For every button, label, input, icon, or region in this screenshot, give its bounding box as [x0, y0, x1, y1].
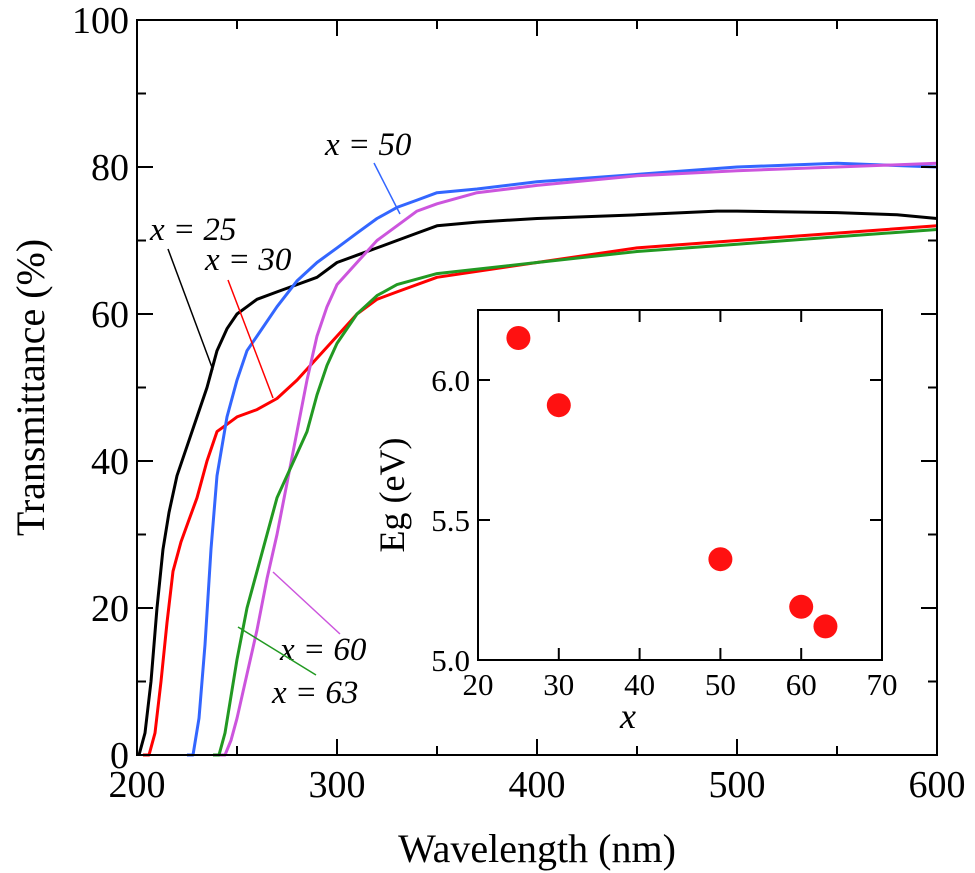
annotation-leader-line — [237, 626, 317, 676]
series-annotation-label: x = 25 — [149, 212, 236, 248]
series-annotations: x = 25x = 30 x = 50 x = 60 x = 63 — [149, 127, 412, 711]
inset-y-tick-label: 5.5 — [431, 503, 470, 538]
series-line-4 — [213, 228, 938, 757]
y-tick-label: 0 — [110, 735, 129, 777]
main-y-tick-labels: 0 20 40 60 80 100 — [72, 0, 129, 777]
series-annotation-label: x = 63 — [271, 675, 358, 711]
series-annotation-label: x = 30 — [204, 242, 292, 278]
inset-data-point — [546, 393, 571, 418]
y-tick-label: 60 — [91, 294, 129, 336]
inset-background — [478, 310, 882, 660]
annotation-leader-line — [373, 162, 401, 215]
series-annotation-label: x = 60 — [279, 632, 367, 668]
x-tick-label: 500 — [709, 764, 766, 806]
inset-y-tick-label: 5.0 — [431, 643, 470, 678]
inset-y-tick-label: 6.0 — [431, 363, 470, 398]
y-tick-label: 100 — [72, 0, 129, 42]
x-tick-label: 400 — [509, 764, 566, 806]
annotation-leader-line — [167, 248, 214, 371]
series-line-2 — [187, 161, 938, 757]
main-chart: 200 300 400 500 600 0 20 40 60 80 100 Wavelength … — [8, 0, 966, 871]
inset-ticks — [477, 310, 883, 661]
inset-x-tick-label: 50 — [705, 667, 736, 702]
series-annotation-label: x = 50 — [324, 127, 412, 163]
inset-x-tick-label: 40 — [624, 667, 655, 702]
inset-y-tick-labels: 5.0 5.5 6.0 — [431, 363, 470, 678]
inset-x-tick-label: 60 — [786, 667, 817, 702]
x-tick-label: 300 — [309, 764, 366, 806]
y-tick-label: 20 — [91, 588, 129, 630]
inset-chart: 20 30 40 50 60 70 5.0 5.5 6.0 x Eg (eV) — [372, 309, 898, 736]
inset-x-tick-label: 20 — [463, 667, 494, 702]
inset-data-point — [708, 547, 733, 572]
y-tick-label: 40 — [91, 441, 129, 483]
annotation-leader-line — [227, 279, 274, 399]
series-line-0 — [137, 209, 938, 756]
y-tick-label: 80 — [91, 147, 129, 189]
inset-x-tick-label: 30 — [543, 667, 574, 702]
inset-points — [506, 326, 838, 639]
inset-plot-frame — [477, 309, 883, 661]
x-tick-label: 200 — [109, 764, 166, 806]
main-ticks — [136, 19, 938, 756]
inset-data-point — [813, 614, 838, 639]
inset-x-axis-title: x — [619, 696, 636, 736]
main-x-tick-labels: 200 300 400 500 600 — [109, 764, 966, 806]
inset-data-point — [506, 326, 531, 350]
series-line-3 — [217, 161, 938, 757]
inset-y-axis-title: Eg (eV) — [372, 438, 412, 553]
inset-x-tick-label: 70 — [867, 667, 898, 702]
main-series-group — [137, 161, 938, 757]
main-x-axis-title: Wavelength (nm) — [398, 826, 676, 871]
inset-data-point — [789, 594, 814, 619]
main-y-axis-title: Transmittance (%) — [8, 239, 53, 536]
annotation-leader-line — [272, 571, 341, 635]
inset-x-tick-labels: 20 30 40 50 60 70 — [463, 667, 898, 702]
x-tick-label: 600 — [909, 764, 966, 806]
